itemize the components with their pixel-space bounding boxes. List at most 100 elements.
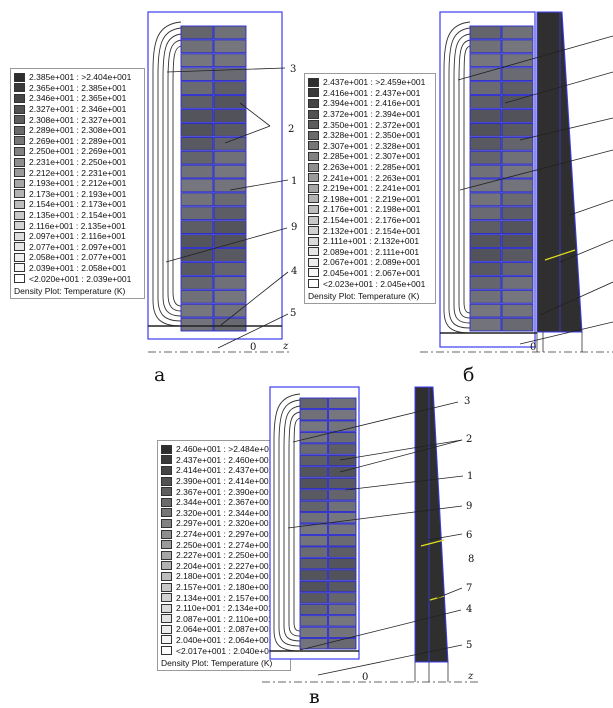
- cell: [180, 234, 214, 248]
- legend-range-label: 2.077e+001 : 2.097e+001: [29, 241, 127, 252]
- legend-row: 2.274e+001 : 2.297e+001: [161, 529, 287, 540]
- callout-a-2: 2: [288, 124, 294, 135]
- legend-swatch: [161, 518, 172, 528]
- legend-swatch: [161, 614, 172, 624]
- legend-swatch: [161, 455, 172, 465]
- cell: [180, 53, 214, 68]
- legend-range-label: 2.219e+001 : 2.241e+001: [323, 183, 421, 194]
- legend-range-label: 2.180e+001 : 2.204e+001: [176, 571, 274, 582]
- cell: [469, 220, 502, 235]
- cell: [469, 317, 502, 332]
- legend-swatch: [14, 104, 25, 114]
- legend-row: 2.263e+001 : 2.285e+001: [308, 162, 432, 173]
- cell: [299, 454, 328, 467]
- legend-swatch: [161, 465, 172, 475]
- legend-row: 2.307e+001 : 2.328e+001: [308, 141, 432, 152]
- cell: [299, 500, 328, 513]
- legend-range-label: 2.212e+001 : 2.231e+001: [29, 167, 127, 178]
- legend-range-label: 2.116e+001 : 2.135e+001: [29, 220, 126, 231]
- legend-row: 2.250e+001 : 2.269e+001: [14, 146, 141, 157]
- cell: [501, 317, 534, 332]
- cell: [299, 615, 328, 627]
- cell: [469, 289, 502, 304]
- cell: [469, 262, 502, 276]
- callout-c-9: 9: [466, 501, 472, 512]
- legend-row: 2.297e+001 : 2.320e+001: [161, 518, 287, 529]
- cell: [213, 192, 247, 207]
- cell: [328, 603, 357, 616]
- cell: [299, 592, 328, 604]
- cell: [299, 580, 328, 593]
- legend-swatch: [161, 508, 172, 518]
- highlight-line-c: [420, 539, 445, 547]
- legend-swatch: [308, 215, 319, 225]
- cell: [328, 557, 357, 570]
- legend-range-label: 2.250e+001 : 2.274e+001: [176, 539, 274, 550]
- cell: [501, 67, 534, 82]
- cell: [469, 136, 502, 151]
- legend-swatch: [14, 168, 25, 178]
- legend-range-label: 2.176e+001 : 2.198e+001: [323, 204, 421, 215]
- legend-swatch: [161, 603, 172, 613]
- cell: [213, 39, 247, 54]
- legend-range-label: 2.132e+001 : 2.154e+001: [323, 225, 421, 236]
- legend-swatch: [161, 487, 172, 497]
- cell: [469, 122, 502, 137]
- cell: [299, 512, 328, 524]
- cell: [299, 523, 328, 535]
- legend-range-label: 2.328e+001 : 2.350e+001: [323, 130, 421, 141]
- cell: [180, 303, 214, 318]
- callout-c-1: 1: [467, 471, 473, 482]
- legend-range-label: 2.365e+001 : 2.385e+001: [29, 82, 127, 93]
- legend-range-label: 2.135e+001 : 2.154e+001: [29, 210, 127, 221]
- legend-row: 2.437e+001 : 2.460e+001: [161, 455, 287, 466]
- cell: [213, 164, 247, 179]
- cell: [213, 122, 247, 137]
- legend-row: 2.414e+001 : 2.437e+001: [161, 465, 287, 476]
- legend-range-label: 2.097e+001 : 2.116e+001: [29, 231, 126, 242]
- cell: [328, 592, 357, 604]
- legend-range-label: 2.193e+001 : 2.212e+001: [29, 178, 127, 189]
- legend-swatch: [161, 571, 172, 581]
- legend-row: 2.193e+001 : 2.212e+001: [14, 178, 141, 189]
- axis-z-c: z: [467, 671, 474, 682]
- cell: [328, 443, 357, 455]
- legend-range-label: 2.198e+001 : 2.219e+001: [323, 193, 421, 204]
- legend-row: 2.040e+001 : 2.064e+001: [161, 635, 287, 646]
- legend-range-label: 2.372e+001 : 2.394e+001: [323, 109, 421, 120]
- cell: [501, 39, 534, 54]
- cell: [180, 275, 214, 290]
- cell: [299, 409, 328, 421]
- legend-range-label: 2.367e+001 : 2.390e+001: [176, 486, 274, 497]
- cell: [299, 557, 328, 570]
- panel-a-drawing: [147, 11, 290, 353]
- cell: [328, 397, 357, 409]
- legend-swatch: [308, 77, 319, 87]
- cell: [180, 136, 214, 151]
- legend-range-label: 2.250e+001 : 2.269e+001: [29, 146, 127, 157]
- cell: [469, 178, 502, 193]
- legend-row: 2.227e+001 : 2.250e+001: [161, 550, 287, 561]
- legend-swatch: [14, 157, 25, 167]
- legend-swatch: [161, 540, 172, 550]
- cell: [213, 109, 247, 123]
- legend-row: 2.039e+001 : 2.058e+001: [14, 263, 141, 274]
- cell: [213, 248, 247, 262]
- legend-range-label: 2.204e+001 : 2.227e+001: [176, 560, 274, 571]
- cell: [213, 206, 247, 221]
- legend-range-label: 2.040e+001 : 2.064e+001: [176, 634, 274, 645]
- cell: [180, 248, 214, 262]
- legend-range-label: 2.067e+001 : 2.089e+001: [323, 257, 421, 268]
- coil-c: [414, 386, 449, 663]
- legend-range-label: <2.017e+001 : 2.040e+001: [176, 645, 279, 656]
- cell: [180, 192, 214, 207]
- cell: [469, 206, 502, 221]
- legend-a: 2.385e+001 : >2.404e+001 2.365e+001 : 2.3…: [10, 68, 145, 299]
- cell: [328, 546, 357, 558]
- legend-range-label: 2.064e+001 : 2.087e+001: [176, 624, 274, 635]
- legend-range-label: 2.385e+001 : >2.404e+001: [29, 72, 132, 83]
- highlight-line-b: [544, 249, 576, 261]
- legend-swatch: [308, 194, 319, 204]
- legend-range-label: 2.157e+001 : 2.180e+001: [176, 582, 274, 593]
- cell: [213, 53, 247, 68]
